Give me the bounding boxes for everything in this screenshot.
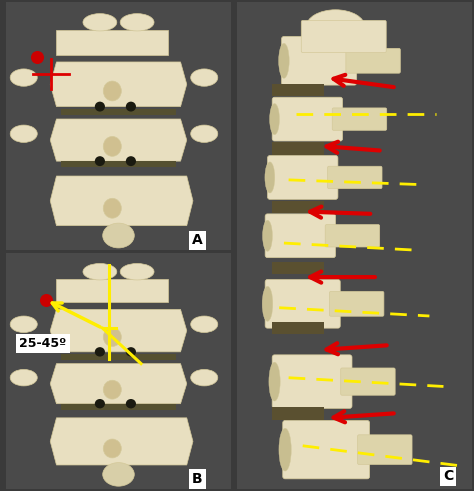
Text: B: B: [192, 472, 203, 486]
FancyBboxPatch shape: [272, 97, 343, 141]
FancyBboxPatch shape: [301, 21, 386, 53]
Ellipse shape: [103, 439, 121, 458]
Ellipse shape: [263, 220, 273, 251]
FancyBboxPatch shape: [328, 166, 382, 189]
Ellipse shape: [10, 125, 37, 142]
Bar: [272, 322, 324, 334]
Bar: [237, 2, 472, 489]
Bar: [272, 262, 324, 273]
Polygon shape: [50, 62, 187, 107]
Ellipse shape: [270, 104, 280, 135]
Ellipse shape: [279, 43, 289, 78]
Ellipse shape: [103, 380, 121, 399]
Text: A: A: [192, 234, 203, 247]
Polygon shape: [50, 119, 187, 161]
Ellipse shape: [83, 14, 117, 31]
FancyBboxPatch shape: [341, 368, 395, 395]
Bar: [61, 404, 176, 409]
Ellipse shape: [103, 136, 121, 156]
Ellipse shape: [191, 369, 218, 386]
Ellipse shape: [103, 198, 121, 218]
Bar: [61, 354, 176, 360]
Text: C: C: [443, 469, 453, 484]
FancyBboxPatch shape: [265, 214, 336, 258]
FancyBboxPatch shape: [332, 108, 387, 130]
Bar: [61, 109, 176, 115]
Ellipse shape: [191, 69, 218, 86]
Bar: [272, 142, 324, 155]
FancyBboxPatch shape: [283, 420, 370, 479]
Ellipse shape: [262, 286, 273, 321]
Ellipse shape: [103, 463, 134, 486]
Bar: [272, 408, 324, 419]
Ellipse shape: [10, 316, 37, 332]
Bar: [56, 279, 168, 302]
FancyBboxPatch shape: [272, 355, 352, 409]
FancyBboxPatch shape: [346, 49, 401, 73]
Ellipse shape: [279, 428, 291, 471]
Text: 25-45º: 25-45º: [19, 337, 66, 350]
FancyBboxPatch shape: [357, 435, 412, 464]
Polygon shape: [50, 176, 193, 226]
Ellipse shape: [95, 347, 105, 356]
Ellipse shape: [10, 69, 37, 86]
Bar: [272, 84, 324, 96]
Ellipse shape: [306, 10, 365, 44]
Ellipse shape: [191, 316, 218, 332]
Bar: [56, 30, 168, 55]
FancyBboxPatch shape: [325, 224, 380, 247]
FancyBboxPatch shape: [265, 279, 340, 328]
Ellipse shape: [103, 223, 134, 248]
Ellipse shape: [95, 156, 105, 166]
Point: [34, 53, 41, 61]
Ellipse shape: [126, 156, 136, 166]
Ellipse shape: [103, 327, 121, 347]
FancyBboxPatch shape: [267, 156, 338, 199]
Ellipse shape: [83, 264, 117, 280]
Bar: [272, 201, 324, 213]
Bar: [6, 253, 231, 489]
Ellipse shape: [95, 399, 105, 409]
Ellipse shape: [126, 347, 136, 356]
Ellipse shape: [269, 362, 280, 401]
Ellipse shape: [120, 264, 154, 280]
Point: [43, 296, 50, 304]
Ellipse shape: [126, 399, 136, 409]
FancyBboxPatch shape: [282, 36, 356, 85]
Polygon shape: [50, 364, 187, 404]
Ellipse shape: [265, 162, 275, 193]
FancyBboxPatch shape: [329, 292, 384, 316]
Ellipse shape: [103, 81, 121, 101]
Ellipse shape: [120, 14, 154, 31]
Ellipse shape: [126, 102, 136, 111]
Ellipse shape: [10, 369, 37, 386]
Ellipse shape: [191, 125, 218, 142]
Polygon shape: [50, 418, 193, 465]
Ellipse shape: [95, 102, 105, 111]
Bar: [61, 161, 176, 167]
Bar: [6, 2, 231, 250]
Polygon shape: [50, 309, 187, 352]
